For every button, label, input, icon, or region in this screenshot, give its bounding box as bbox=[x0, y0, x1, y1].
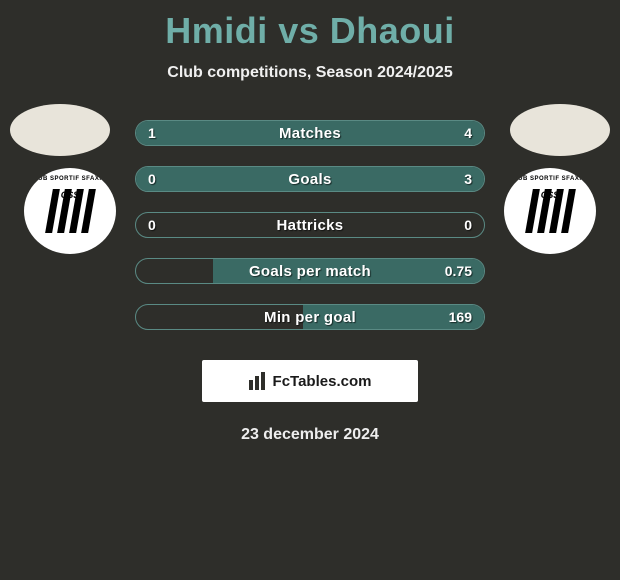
stat-label: Goals bbox=[136, 167, 484, 191]
comparison-panel: CLUB SPORTIF SFAXIEN CSS CLUB SPORTIF SF… bbox=[0, 120, 620, 330]
club-arc-text-left: CLUB SPORTIF SFAXIEN bbox=[24, 176, 116, 182]
avatar-right bbox=[510, 104, 610, 156]
stat-row: 169Min per goal bbox=[135, 304, 485, 330]
stat-row: 0.75Goals per match bbox=[135, 258, 485, 284]
club-stripes-icon bbox=[49, 189, 92, 233]
club-badge-left: CLUB SPORTIF SFAXIEN CSS bbox=[20, 168, 120, 254]
stat-label: Min per goal bbox=[136, 305, 484, 329]
page-title: Hmidi vs Dhaoui bbox=[0, 0, 620, 52]
club-badge-right: CLUB SPORTIF SFAXIEN CSS bbox=[500, 168, 600, 254]
club-stripes-icon bbox=[529, 189, 572, 233]
stat-label: Goals per match bbox=[136, 259, 484, 283]
stat-label: Matches bbox=[136, 121, 484, 145]
club-arc-text-right: CLUB SPORTIF SFAXIEN bbox=[504, 176, 596, 182]
stat-row: 03Goals bbox=[135, 166, 485, 192]
stat-row: 00Hattricks bbox=[135, 212, 485, 238]
stat-label: Hattricks bbox=[136, 213, 484, 237]
stat-bars: 14Matches 03Goals 00Hattricks 0.75Goals per… bbox=[135, 120, 485, 330]
stat-row: 14Matches bbox=[135, 120, 485, 146]
date-label: 23 december 2024 bbox=[0, 426, 620, 444]
avatar-left bbox=[10, 104, 110, 156]
attribution-badge: FcTables.com bbox=[202, 360, 418, 402]
attribution-text: FcTables.com bbox=[273, 373, 372, 390]
bar-chart-icon bbox=[249, 372, 267, 390]
subtitle: Club competitions, Season 2024/2025 bbox=[0, 64, 620, 82]
